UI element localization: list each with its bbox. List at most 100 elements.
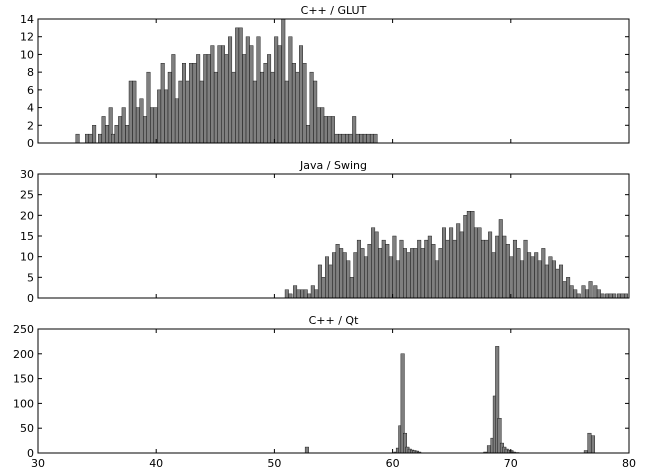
histogram-bar [364, 256, 368, 299]
histogram-bar [374, 231, 379, 299]
panel-title: C++ / Qt [309, 314, 359, 327]
histogram-bar [296, 289, 301, 299]
histogram-bar [608, 293, 613, 299]
y-tick-label: 8 [27, 66, 34, 79]
histogram-bar [121, 107, 126, 144]
histogram-bar [466, 210, 471, 299]
histogram-bar [164, 89, 169, 144]
histogram-bar [410, 248, 415, 299]
histogram-bar [366, 133, 371, 144]
histogram-bar [171, 54, 176, 144]
histogram-bar [355, 133, 360, 144]
histogram-bar [403, 248, 407, 299]
histogram-bar [624, 293, 629, 299]
histogram-bar [588, 281, 593, 299]
histogram-bar [206, 54, 211, 144]
histogram-bar [349, 277, 354, 299]
histogram-bar [98, 133, 103, 144]
histogram-bar [310, 285, 315, 299]
histogram-bar [150, 107, 155, 144]
histogram-bar [378, 248, 383, 299]
y-tick-label: 4 [27, 102, 34, 115]
histogram-bar [555, 268, 560, 299]
histogram-bar [612, 293, 617, 299]
panel-java-swing: Java / Swing 0 5 10 15 20 25 30 [20, 159, 630, 305]
histogram-bar [520, 260, 525, 299]
histogram-bar [502, 235, 507, 299]
histogram-bar [249, 45, 254, 144]
histogram-bar [388, 256, 393, 299]
histogram-bar [620, 293, 625, 299]
histogram-bar [445, 239, 450, 299]
histogram-bar [544, 264, 549, 299]
histogram-bar [142, 116, 147, 144]
histogram-bar [235, 27, 240, 144]
histogram-bar [427, 235, 432, 299]
histogram-bar [213, 71, 218, 144]
histogram-bar [132, 80, 137, 144]
histogram-bar [362, 133, 367, 144]
histogram-bar [85, 133, 90, 144]
histogram-bar [101, 116, 106, 144]
histogram-bar [373, 133, 378, 144]
histogram-bar [304, 446, 309, 454]
histogram-bar [486, 445, 491, 454]
histogram-bar [125, 125, 130, 144]
histogram-bar [174, 98, 179, 144]
histogram-bar [345, 133, 350, 144]
histogram-bar [369, 133, 374, 144]
y-tick-label: 10 [20, 48, 34, 61]
histogram-bar [434, 260, 439, 299]
histogram-bar [334, 133, 339, 144]
y-tick-label: 250 [13, 323, 34, 336]
histogram-bar [203, 54, 208, 144]
histogram-bar [317, 264, 322, 299]
histogram-bar [316, 107, 321, 144]
histogram-bar [157, 89, 162, 144]
histogram-bar [274, 36, 279, 144]
histogram-bar [385, 244, 390, 299]
histogram-bar [288, 36, 293, 144]
histogram-bar [406, 252, 411, 299]
histogram-bar [590, 435, 595, 454]
y-tick-label: 100 [13, 397, 34, 410]
histogram-bar [459, 231, 464, 299]
histogram-bar [303, 289, 308, 299]
histogram-bar [252, 80, 257, 144]
histogram-bar [284, 80, 289, 144]
histogram-bar [512, 239, 517, 299]
histogram-bar [128, 80, 133, 144]
x-tick-label: 30 [31, 457, 45, 470]
histogram-bar [596, 289, 601, 299]
histogram-bar [139, 98, 144, 144]
histogram-bar [342, 252, 347, 299]
histogram-bar [221, 45, 225, 144]
histogram-bar [332, 252, 337, 299]
histogram-bar [245, 36, 250, 144]
histogram-bar [307, 293, 312, 299]
y-tick-label: 14 [20, 13, 34, 26]
histogram-bar [284, 289, 289, 299]
histogram-bar [431, 244, 436, 299]
histogram-bar [75, 133, 80, 144]
histogram-bar [481, 239, 485, 299]
histogram-bar [477, 227, 482, 299]
histogram-bar [181, 63, 186, 144]
histogram-bar [330, 116, 335, 144]
histogram-bar [295, 71, 300, 144]
y-tick-label: 200 [13, 348, 34, 361]
histogram-bar [559, 264, 564, 299]
histogram-bar [321, 277, 326, 299]
histogram-bar [306, 125, 311, 144]
y-tick-label: 50 [20, 422, 34, 435]
x-tick-label: 50 [267, 457, 281, 470]
histogram-bar [367, 244, 372, 299]
histogram-bar [600, 293, 605, 299]
histogram-bar [238, 27, 243, 144]
histogram-bar [449, 227, 454, 299]
histogram-bar [395, 260, 400, 299]
histogram-bar [581, 285, 586, 299]
x-tick-label: 60 [386, 457, 400, 470]
histogram-bar [587, 432, 592, 454]
